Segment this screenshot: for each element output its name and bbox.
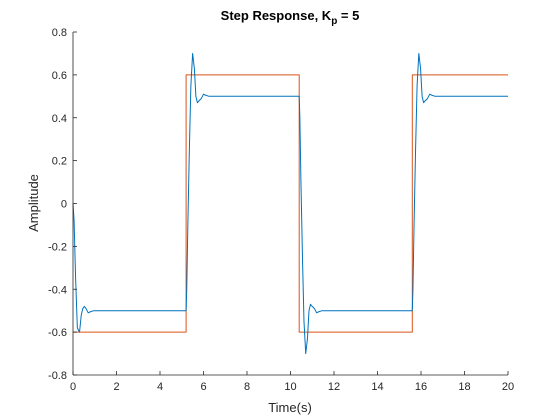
x-tick-label: 10 [284,381,296,393]
x-ticks: 0 2 4 6 8 10 12 14 16 18 20 [70,371,514,393]
x-tick-label: 16 [415,381,427,393]
plot-area [72,52,508,355]
chart-title: Step Response, Kp = 5 [221,8,360,27]
x-axis-title: Time(s) [268,400,312,415]
x-tick-label: 0 [70,381,76,393]
x-tick-label: 12 [328,381,340,393]
x-tick-label: 6 [200,381,206,393]
chart-title-subscript: p [331,16,337,27]
y-tick-label: 0.4 [52,113,67,125]
chart-title-main: Step Response, K [221,8,332,23]
y-tick-label: -0.6 [48,327,67,339]
axes [72,32,508,376]
y-tick-label: 0 [61,199,67,211]
series-line-reference [73,74,508,333]
y-tick-label: -0.8 [48,370,67,382]
x-tick-label: 8 [244,381,250,393]
y-tick-label: 0.6 [52,70,67,82]
y-ticks: -0.8 -0.6 -0.4 -0.2 0 0.2 0.4 0.6 0.8 [48,27,77,382]
x-tick-label: 2 [113,381,119,393]
x-tick-label: 18 [458,381,470,393]
series-line-response [72,52,508,355]
x-tick-label: 20 [502,381,514,393]
y-tick-label: -0.2 [48,241,67,253]
y-tick-label: 0.8 [52,27,67,39]
y-tick-label: 0.2 [52,156,67,168]
y-axis-title: Amplitude [26,174,41,232]
x-tick-label: 4 [157,381,163,393]
y-tick-label: -0.4 [48,284,67,296]
chart-title-suffix: = 5 [337,8,359,23]
x-tick-label: 14 [371,381,383,393]
